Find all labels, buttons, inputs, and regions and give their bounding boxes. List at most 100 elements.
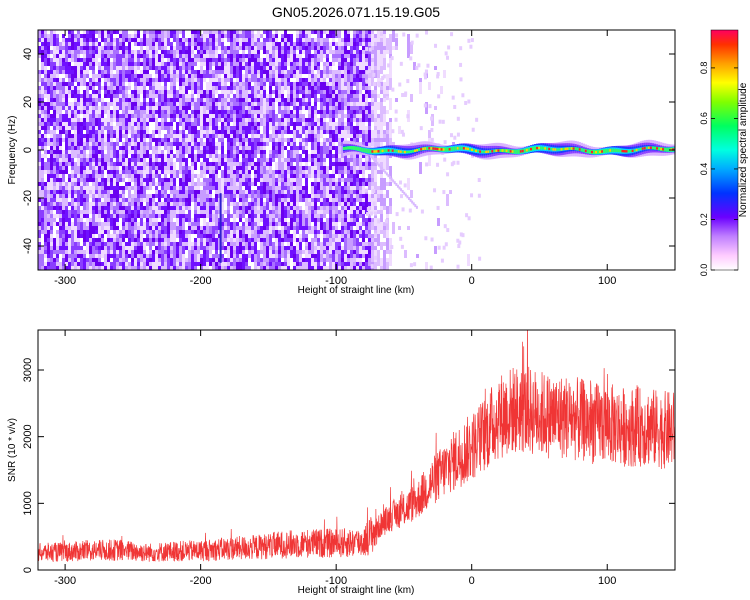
heatmap-cell (224, 54, 227, 58)
heatmap-cell (263, 226, 266, 230)
heatmap-cell (113, 218, 116, 230)
heatmap-cell (245, 182, 248, 194)
heatmap-cell (173, 90, 176, 94)
heatmap-cell (155, 138, 158, 146)
heatmap-cell (149, 58, 152, 66)
heatmap-cell (41, 62, 44, 70)
heatmap-cell (176, 194, 179, 198)
heatmap-cell (119, 214, 122, 218)
heatmap-cell (323, 66, 326, 70)
heatmap-cell (137, 178, 140, 190)
heatmap-cell (92, 226, 95, 230)
heatmap-cell (161, 190, 164, 194)
heatmap-cell (170, 222, 173, 234)
heatmap-cell (344, 186, 347, 190)
heatmap-cell (179, 198, 182, 202)
heatmap-cell (62, 38, 65, 42)
heatmap-cell (185, 162, 188, 166)
heatmap-cell (131, 142, 134, 146)
heatmap-cell (275, 230, 278, 238)
heatmap-cell (152, 138, 155, 142)
heatmap-cell (266, 174, 269, 186)
heatmap-cell (287, 46, 290, 50)
heatmap-cell (227, 58, 230, 62)
heatmap-cell (200, 122, 203, 126)
heatmap-cell (335, 102, 338, 106)
heatmap-cell (38, 190, 41, 198)
heatmap-cell (152, 146, 155, 158)
heatmap-cell (212, 214, 215, 226)
heatmap-cell (191, 118, 194, 122)
heatmap-cell (314, 142, 317, 154)
heatmap-cell (278, 138, 281, 142)
heatmap-cell (134, 134, 137, 142)
heatmap-cell (56, 162, 59, 170)
heatmap-cell (149, 66, 152, 70)
heatmap-cell (155, 190, 158, 194)
heatmap-cell (134, 106, 137, 110)
heatmap-cell (350, 102, 353, 106)
heatmap-cell (119, 98, 122, 110)
heatmap-cell (230, 66, 233, 74)
heatmap-cell (236, 102, 239, 106)
heatmap-cell (314, 106, 317, 110)
heatmap-cell (83, 158, 86, 166)
heatmap-cell (191, 226, 194, 230)
heatmap-cell (146, 74, 149, 78)
heatmap-cell (245, 226, 248, 230)
heatmap-cell (239, 182, 242, 190)
heatmap-cell (101, 30, 104, 42)
heatmap-cell (218, 86, 221, 90)
heatmap-cell (173, 74, 176, 78)
heatmap-cell (347, 230, 350, 234)
heatmap-cell (251, 166, 254, 170)
heatmap-cell (326, 154, 329, 158)
heatmap-cell (344, 262, 347, 266)
heatmap-cell (311, 238, 314, 246)
heatmap-cell (113, 242, 116, 254)
heatmap-cell (116, 246, 119, 250)
heatmap-cell (224, 178, 227, 182)
heatmap-cell (89, 130, 92, 142)
heatmap-cell (110, 118, 113, 122)
heatmap-cell (182, 46, 185, 58)
heatmap-cell (254, 74, 257, 82)
heatmap-cell (245, 234, 248, 238)
heatmap-cell (356, 234, 359, 238)
heatmap-cell (155, 118, 158, 130)
heatmap-cell (122, 62, 125, 66)
heatmap-cell (239, 110, 242, 118)
heatmap-cell (113, 66, 116, 70)
heatmap-cell (140, 162, 143, 166)
heatmap-cell (53, 194, 56, 198)
heatmap-cell (152, 242, 155, 246)
heatmap-cell (77, 94, 80, 106)
heatmap-cell (308, 226, 311, 230)
heatmap-cell (212, 122, 215, 130)
heatmap-cell (218, 82, 221, 86)
heatmap-cell (125, 134, 128, 142)
heatmap-cell (248, 162, 251, 166)
heatmap-cell (143, 74, 146, 86)
heatmap-cell (239, 202, 242, 206)
heatmap-cell (77, 174, 80, 178)
heatmap-cell (146, 210, 149, 218)
heatmap-cell (245, 94, 248, 98)
heatmap-cell (251, 106, 254, 110)
heatmap-cell (299, 74, 302, 78)
heatmap-cell (236, 134, 239, 138)
heatmap-cell (233, 238, 236, 242)
heatmap-cell (233, 206, 236, 210)
heatmap-cell (188, 62, 191, 74)
heatmap-cell (185, 242, 188, 246)
heatmap-cell (38, 50, 41, 54)
heatmap-cell (356, 102, 359, 106)
heatmap-cell (254, 118, 257, 122)
heatmap-cell (77, 166, 80, 174)
heatmap-cell (356, 194, 359, 202)
heatmap-cell (125, 46, 128, 50)
heatmap-cell (140, 246, 143, 258)
heatmap-cell (131, 110, 134, 114)
heatmap-cell (47, 110, 50, 114)
heatmap-cell (92, 170, 95, 178)
